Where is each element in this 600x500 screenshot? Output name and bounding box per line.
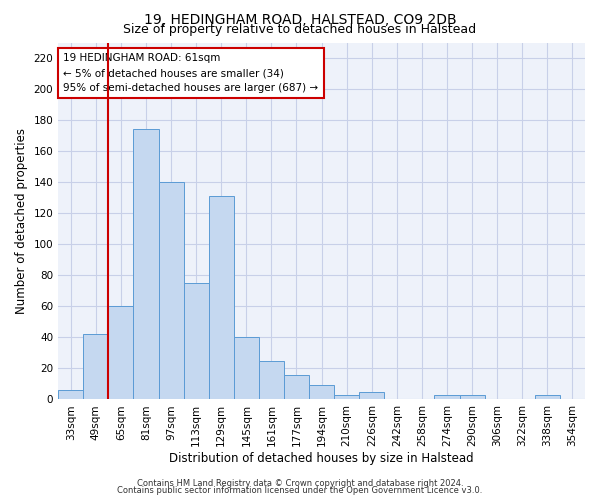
Bar	[83, 334, 109, 400]
Bar	[284, 374, 309, 400]
Text: Contains public sector information licensed under the Open Government Licence v3: Contains public sector information licen…	[118, 486, 482, 495]
Bar	[109, 306, 133, 400]
Bar	[184, 283, 209, 400]
Bar	[133, 130, 158, 400]
Text: Size of property relative to detached houses in Halstead: Size of property relative to detached ho…	[124, 22, 476, 36]
Text: 19 HEDINGHAM ROAD: 61sqm
← 5% of detached houses are smaller (34)
95% of semi-de: 19 HEDINGHAM ROAD: 61sqm ← 5% of detache…	[64, 53, 319, 93]
Bar	[209, 196, 234, 400]
Bar	[309, 386, 334, 400]
Bar	[535, 395, 560, 400]
Text: Contains HM Land Registry data © Crown copyright and database right 2024.: Contains HM Land Registry data © Crown c…	[137, 478, 463, 488]
Text: 19, HEDINGHAM ROAD, HALSTEAD, CO9 2DB: 19, HEDINGHAM ROAD, HALSTEAD, CO9 2DB	[143, 12, 457, 26]
Bar	[434, 395, 460, 400]
Bar	[58, 390, 83, 400]
Bar	[259, 360, 284, 400]
Bar	[359, 392, 385, 400]
Bar	[234, 338, 259, 400]
X-axis label: Distribution of detached houses by size in Halstead: Distribution of detached houses by size …	[169, 452, 474, 465]
Bar	[158, 182, 184, 400]
Y-axis label: Number of detached properties: Number of detached properties	[15, 128, 28, 314]
Bar	[460, 395, 485, 400]
Bar	[334, 395, 359, 400]
